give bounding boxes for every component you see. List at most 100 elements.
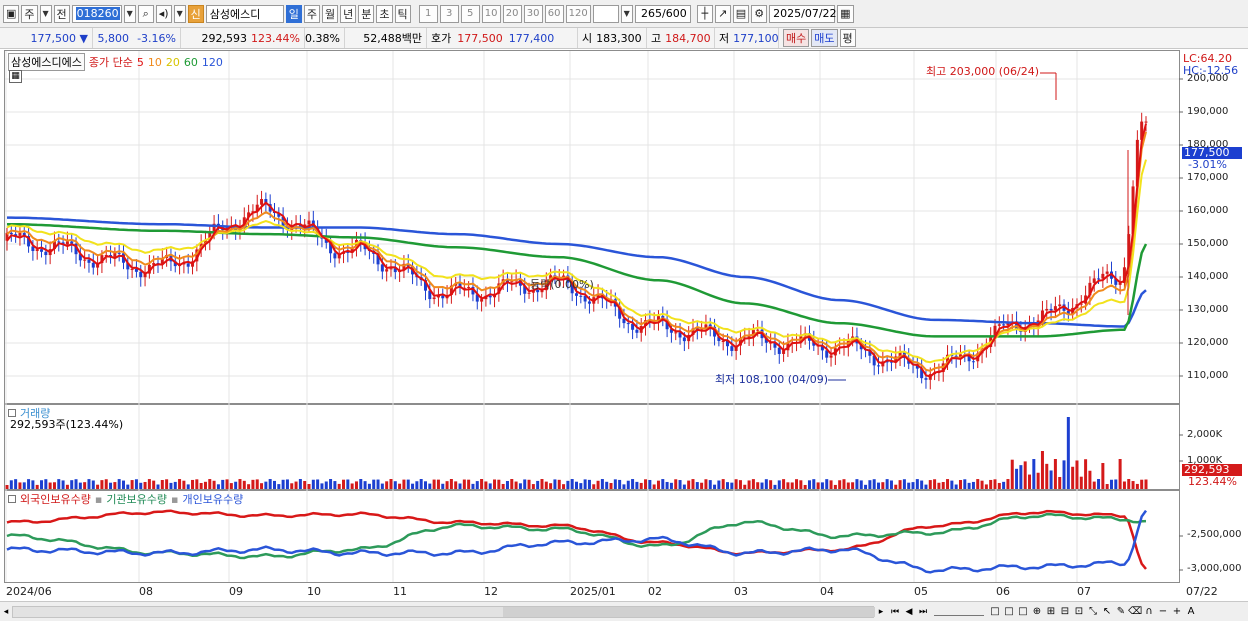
interval-1-button[interactable]: 1	[418, 4, 438, 23]
period-year-button[interactable]: 년	[340, 4, 357, 23]
magnet-icon[interactable]: ∩	[1145, 606, 1153, 617]
volume-bar	[626, 480, 630, 489]
eraser-icon[interactable]: ⌫	[1128, 606, 1143, 617]
period-week-button[interactable]: 주	[303, 4, 321, 23]
volume-bar	[52, 482, 56, 489]
volume-bar	[475, 481, 479, 489]
volume-bar	[294, 481, 298, 489]
period-day-button[interactable]: 일	[285, 4, 302, 23]
sound-icon[interactable]: ◂)	[155, 4, 172, 23]
chevron-down-icon[interactable]: ▼	[39, 4, 52, 23]
current-price-tag: 177,500	[1182, 147, 1242, 159]
candle-body	[946, 354, 950, 364]
legend-institution[interactable]: 기관보유수량	[106, 493, 168, 506]
sound-dropdown-icon[interactable]: ▼	[173, 4, 186, 23]
pencil-icon[interactable]: ✎	[1116, 606, 1126, 617]
buy-button[interactable]: 매수	[783, 29, 810, 47]
volume-bar	[117, 479, 121, 489]
volume-bar	[109, 482, 113, 489]
search-icon[interactable]: ⌕	[137, 4, 154, 23]
scroll-left-icon[interactable]: ◂	[3, 606, 9, 617]
period-icon[interactable]: ⊟	[1060, 606, 1070, 617]
volume-bar	[1002, 481, 1006, 489]
draw-tool-icon[interactable]: ↗	[714, 4, 731, 23]
interval-20-button[interactable]: 20	[502, 4, 522, 23]
holding-panel-toggle-icon[interactable]	[8, 495, 16, 503]
cursor-icon[interactable]: ↖	[1102, 606, 1112, 617]
current-price: 177,500 ▼	[0, 28, 93, 48]
grid-toggle-icon[interactable]: ▦	[9, 70, 22, 83]
candle-type-icon[interactable]: ┼	[696, 4, 713, 23]
volume-panel	[4, 404, 1180, 490]
volume-bar	[199, 482, 203, 489]
crosshair-icon[interactable]: ⊕	[1032, 606, 1042, 617]
volume-bar	[225, 479, 229, 489]
zoom-out-icon[interactable]: −	[1158, 606, 1168, 617]
count-field[interactable]: 265/600	[634, 4, 691, 23]
candle-body	[1131, 186, 1135, 235]
save-icon[interactable]: ▤	[732, 4, 750, 23]
legend-stock-name[interactable]: 삼성에스디에스	[8, 53, 85, 71]
legend-ma-label[interactable]: 종가 단순	[88, 56, 133, 69]
chart-type-icon[interactable]: ⊡	[1074, 606, 1084, 617]
scroll-right-icon[interactable]: ▸	[878, 606, 884, 617]
volume-bar	[618, 479, 622, 489]
gear-icon[interactable]: ⚙	[751, 4, 768, 23]
first-page-icon[interactable]: ⏮	[890, 606, 900, 617]
volume-bar	[769, 480, 773, 489]
interval-60-button[interactable]: 60	[544, 4, 564, 23]
zoom-slider[interactable]	[934, 608, 984, 616]
volume-bar	[566, 480, 570, 489]
candle-body	[143, 273, 147, 278]
volume-bar	[212, 480, 216, 489]
period-tick-button[interactable]: 틱	[394, 4, 411, 23]
volume-bar	[825, 479, 829, 489]
candle-body	[126, 262, 130, 270]
trend-icon[interactable]: ⤡	[1089, 606, 1097, 617]
stock-code-input[interactable]: 018260	[71, 4, 122, 23]
zoom-fit-icon[interactable]: ⊞	[1046, 606, 1056, 617]
next-page-icon[interactable]: ⏭	[918, 606, 928, 617]
sell-button[interactable]: 매도	[811, 29, 838, 47]
period-month-button[interactable]: 월	[322, 4, 339, 23]
interval-dropdown-icon[interactable]: ▼	[620, 4, 633, 23]
prev-page-icon[interactable]: ◀	[905, 606, 913, 617]
horizontal-scrollbar[interactable]	[12, 605, 875, 618]
average-button[interactable]: 평	[839, 29, 856, 47]
interval-5-button[interactable]: 5	[460, 4, 480, 23]
interval-120-button[interactable]: 120	[565, 4, 591, 23]
chart-window-icon[interactable]: ▣	[3, 4, 20, 23]
code-dropdown-icon[interactable]: ▼	[123, 4, 136, 23]
volume-panel-toggle-icon[interactable]	[8, 409, 16, 417]
interval-10-button[interactable]: 10	[481, 4, 501, 23]
volume-bar	[803, 484, 807, 489]
date-input[interactable]: 2025/07/22	[769, 4, 837, 23]
volume-bar	[316, 479, 320, 489]
legend-foreign[interactable]: 외국인보유수량	[20, 493, 91, 506]
credit-badge: 신	[187, 4, 204, 23]
interval-3-button[interactable]: 3	[439, 4, 459, 23]
period-second-button[interactable]: 초	[376, 4, 393, 23]
candle-body	[333, 253, 337, 259]
period-minute-button[interactable]: 분	[358, 4, 375, 23]
layout-icon-1[interactable]: □	[990, 606, 1000, 617]
volume-bar	[428, 483, 432, 489]
font-icon[interactable]: A	[1187, 606, 1195, 617]
volume-bar	[687, 480, 691, 489]
scrollbar-thumb[interactable]	[503, 606, 875, 617]
interval-custom-input[interactable]	[592, 4, 619, 23]
zoom-in-icon[interactable]: +	[1172, 606, 1182, 617]
prev-type-button[interactable]: 전	[53, 4, 70, 23]
interval-30-button[interactable]: 30	[523, 4, 543, 23]
layout-icon-2[interactable]: □	[1004, 606, 1014, 617]
layout-icon-3[interactable]: □	[1018, 606, 1028, 617]
market-type-select[interactable]: 주	[21, 4, 38, 23]
legend-individual[interactable]: 개인보유수량	[182, 493, 244, 506]
volume-bar	[790, 482, 794, 489]
candle-body	[471, 286, 475, 295]
volume-title[interactable]: 거래량	[20, 407, 51, 420]
volume-bar	[842, 479, 846, 489]
calendar-icon[interactable]: ▦	[837, 4, 854, 23]
candle-body	[22, 232, 26, 237]
